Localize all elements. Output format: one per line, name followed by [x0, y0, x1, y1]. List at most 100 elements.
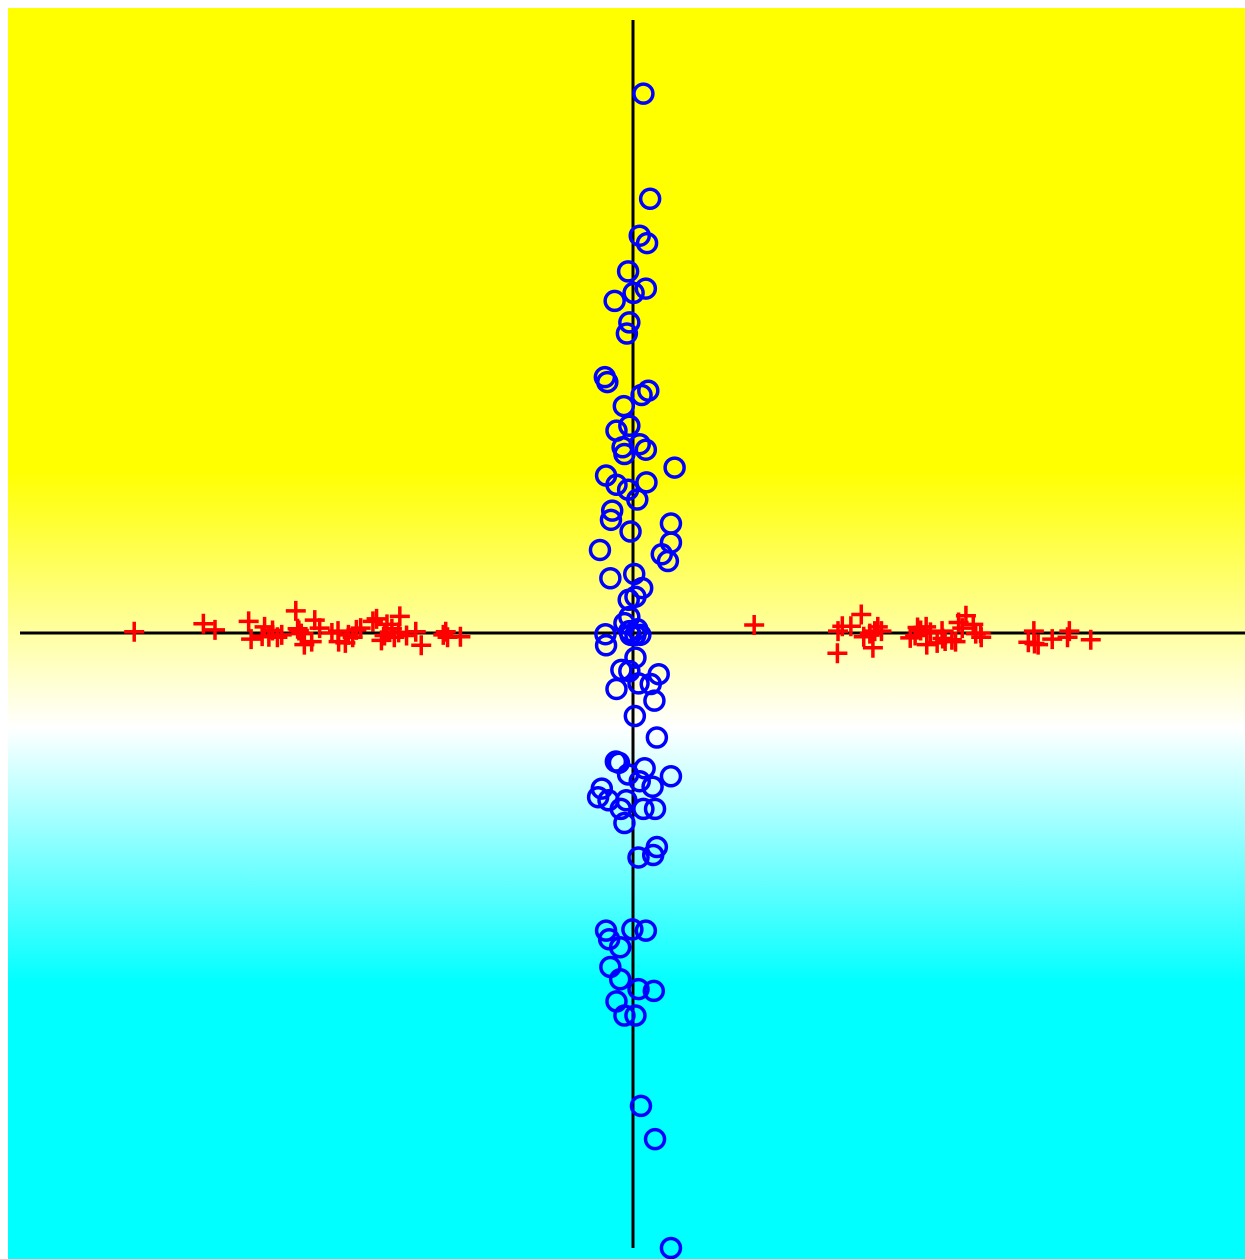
- plus-marker: [971, 627, 992, 648]
- circle-marker: [618, 311, 641, 334]
- circle-marker: [608, 936, 632, 959]
- circle-marker: [613, 1004, 636, 1027]
- circle-marker: [603, 289, 626, 313]
- circle-marker: [618, 414, 641, 437]
- plus-marker: [271, 624, 292, 645]
- circle-marker: [588, 538, 612, 562]
- plus-marker: [346, 619, 367, 640]
- circle-marker: [619, 623, 642, 647]
- circle-marker: [628, 224, 651, 247]
- circle-marker: [632, 797, 655, 821]
- circle-marker: [663, 456, 686, 479]
- plus-marker: [124, 621, 145, 642]
- plus-marker: [1028, 634, 1049, 655]
- circle-marker: [627, 977, 650, 1001]
- circle-marker: [599, 508, 623, 532]
- circle-marker: [634, 438, 658, 461]
- circle-marker: [616, 763, 640, 786]
- plus-marker: [350, 618, 371, 639]
- plus-marker: [827, 643, 848, 664]
- plus-marker: [1042, 629, 1063, 650]
- circle-marker: [613, 811, 636, 835]
- plus-marker: [389, 606, 410, 627]
- plus-marker: [309, 618, 330, 639]
- circle-marker: [643, 797, 667, 821]
- circle-marker: [615, 322, 639, 345]
- plus-marker: [840, 616, 861, 637]
- circle-marker: [608, 967, 632, 991]
- circle-marker: [627, 846, 650, 869]
- plus-marker: [285, 600, 306, 621]
- circle-marker: [650, 543, 674, 566]
- plus-marker: [405, 621, 426, 642]
- plus-marker: [362, 611, 383, 632]
- circle-marker: [632, 82, 655, 105]
- circle-marker: [626, 488, 649, 511]
- plus-marker: [744, 615, 765, 636]
- plus-marker: [433, 624, 454, 645]
- circle-marker: [594, 622, 617, 646]
- circle-marker: [629, 623, 652, 647]
- plus-marker: [288, 620, 309, 641]
- circle-marker: [616, 260, 640, 283]
- plus-marker: [267, 627, 288, 648]
- data-marks: [124, 82, 1101, 1259]
- circle-marker: [622, 281, 645, 305]
- circle-marker: [643, 689, 666, 712]
- circle-marker: [642, 979, 666, 1003]
- circle-marker: [629, 1094, 653, 1118]
- plus-marker: [916, 634, 937, 655]
- circle-marker: [596, 370, 619, 394]
- plus-marker: [952, 618, 973, 639]
- circle-marker: [599, 567, 622, 590]
- circle-marker: [609, 797, 633, 821]
- circle-marker: [623, 704, 647, 728]
- circle-marker: [628, 769, 651, 793]
- series-plus-markers: [124, 600, 1101, 664]
- circle-marker: [635, 471, 658, 494]
- circle-marker: [643, 1127, 667, 1151]
- circle-marker: [619, 520, 642, 543]
- circle-marker: [624, 646, 647, 669]
- plus-marker: [241, 629, 262, 650]
- plus-marker: [411, 635, 432, 656]
- plus-marker: [862, 637, 883, 658]
- plus-marker: [301, 631, 322, 652]
- plus-marker: [396, 625, 417, 646]
- circle-marker: [594, 634, 618, 657]
- plus-marker: [238, 611, 259, 632]
- plus-marker: [1080, 629, 1101, 650]
- circle-marker: [645, 726, 669, 749]
- plus-marker: [1059, 621, 1080, 642]
- series-circle-markers: [586, 82, 686, 1259]
- plus-marker: [450, 626, 471, 647]
- circle-marker: [613, 442, 636, 466]
- circle-marker: [600, 499, 624, 522]
- plus-marker: [193, 613, 214, 634]
- circle-marker: [659, 1236, 683, 1259]
- circle-marker: [612, 394, 636, 418]
- circle-marker: [634, 277, 658, 300]
- plus-marker: [941, 629, 962, 650]
- circle-marker: [627, 672, 650, 695]
- plus-marker: [900, 627, 921, 648]
- circle-marker: [586, 785, 610, 809]
- plus-marker: [851, 604, 872, 625]
- circle-marker: [605, 677, 628, 701]
- circle-marker: [641, 775, 664, 798]
- plus-marker: [366, 608, 387, 629]
- circle-marker: [634, 919, 658, 942]
- circle-marker: [605, 473, 628, 497]
- plus-marker: [291, 623, 312, 644]
- circle-marker: [641, 843, 665, 867]
- plus-marker: [871, 621, 892, 642]
- plus-marker: [376, 614, 397, 635]
- circle-marker: [635, 231, 659, 255]
- circle-marker: [624, 1004, 647, 1027]
- plus-marker: [867, 616, 888, 637]
- circle-marker: [656, 549, 680, 573]
- circle-marker: [630, 383, 653, 407]
- circle-marker: [621, 918, 644, 941]
- plus-marker: [205, 619, 226, 640]
